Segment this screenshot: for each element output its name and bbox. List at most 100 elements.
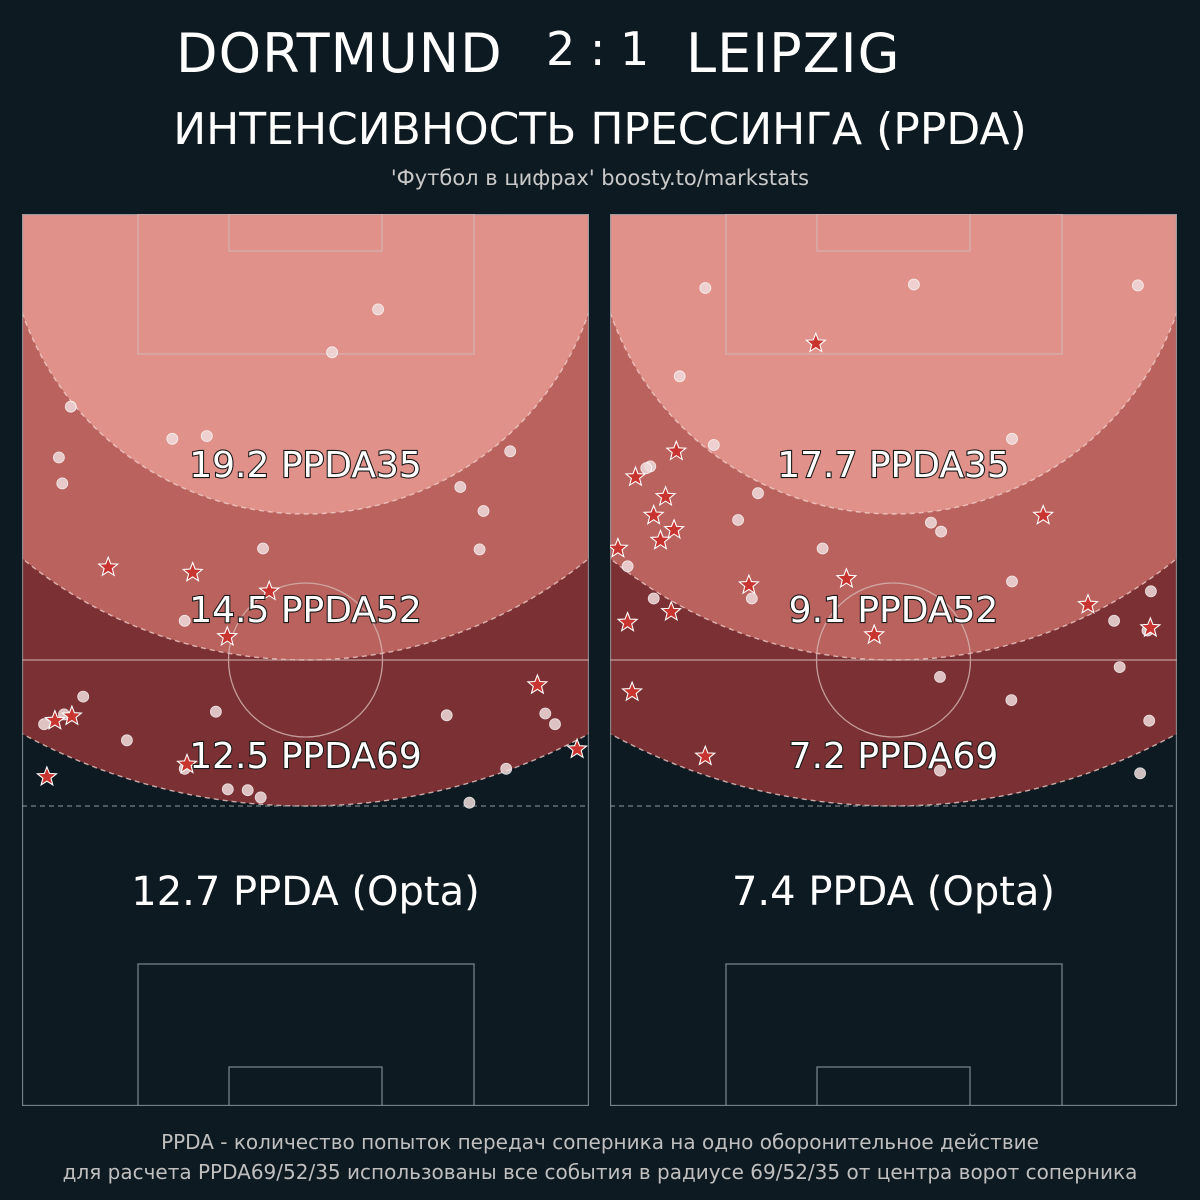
pass-point <box>707 439 720 451</box>
footnote-definition: PPDA - количество попыток передач соперн… <box>161 1130 1039 1154</box>
pass-point <box>1113 661 1126 674</box>
pass-point <box>241 784 254 797</box>
pass-point <box>121 734 133 747</box>
pass-point <box>504 445 517 458</box>
bottom-penalty-box <box>137 963 475 1106</box>
ppda35-label: 19.2 PPDA35 <box>189 445 422 486</box>
defensive-actions <box>35 555 589 787</box>
pass-point <box>463 796 476 809</box>
home-team-name: DORTMUND <box>176 22 503 85</box>
defensive-action-star <box>694 744 717 766</box>
pass-point <box>934 670 946 683</box>
defensive-action-star <box>649 528 672 550</box>
defensive-action-star <box>1077 593 1099 615</box>
pass-point <box>440 709 453 722</box>
pass-point <box>53 451 65 464</box>
ppda-opta-label: 12.7 PPDA (Opta) <box>131 869 479 915</box>
defensive-action-star <box>616 610 639 632</box>
defensive-action-star <box>863 623 886 645</box>
footnote-method: для расчета PPDA69/52/35 использованы вс… <box>62 1160 1138 1184</box>
pass-point <box>477 505 490 517</box>
centre-circle <box>815 582 972 738</box>
defensive-action-star <box>181 561 204 582</box>
pass-point <box>64 400 77 413</box>
zone-35 <box>22 214 589 514</box>
ppda52-label: 9.1 PPDA52 <box>789 590 999 631</box>
defensive-action-star <box>526 673 549 695</box>
pass-point <box>1132 279 1144 292</box>
pass-point <box>539 707 552 720</box>
pass-point <box>1145 585 1157 598</box>
pass-point <box>200 430 213 443</box>
top-penalty-box <box>725 214 1063 355</box>
centre-circle <box>227 582 384 738</box>
pass-point <box>647 592 660 605</box>
zone-35 <box>610 214 1177 514</box>
bottom-goal-area <box>816 1066 971 1106</box>
defensive-action-star <box>804 331 827 353</box>
pass-point <box>372 303 385 316</box>
defensive-action-star <box>610 536 629 558</box>
defensive-actions <box>610 331 1162 766</box>
pitch-panel-dortmund: 19.2 PPDA35 14.5 PPDA52 12.5 PPDA69 12.7 PP… <box>22 214 589 1106</box>
pass-point <box>77 690 90 703</box>
pass-points <box>38 303 561 809</box>
pass-point <box>816 542 829 555</box>
defensive-action-star <box>642 503 665 525</box>
pass-point <box>1108 614 1121 627</box>
zone-boundary-35 <box>22 309 589 515</box>
source-credit: 'Футбол в цифрах' boosty.to/markstats <box>390 166 810 190</box>
pass-point <box>673 370 686 383</box>
ppda35-label: 17.7 PPDA35 <box>777 445 1010 486</box>
pass-point <box>1006 432 1018 445</box>
zone-boundary-35 <box>610 309 1177 515</box>
pass-point <box>326 346 339 359</box>
pass-point <box>254 791 267 804</box>
defensive-action-star <box>35 765 58 787</box>
pass-point <box>209 705 222 718</box>
defensive-action-star <box>43 709 66 730</box>
ppda-opta-label: 7.4 PPDA (Opta) <box>732 869 1055 915</box>
defensive-action-star <box>258 579 281 601</box>
pass-point <box>745 592 758 605</box>
pass-point <box>752 487 764 500</box>
defensive-action-star <box>660 600 683 622</box>
pitch-lines <box>22 214 589 1106</box>
pass-point <box>549 718 561 731</box>
pass-point <box>935 525 948 538</box>
defensive-action-star <box>663 518 686 540</box>
defensive-action-star <box>176 752 198 774</box>
pass-point <box>1134 767 1146 780</box>
pass-point <box>907 278 920 291</box>
defensive-action-star <box>737 573 760 595</box>
pass-point <box>732 514 745 526</box>
pitch-panel-leipzig: 17.7 PPDA35 9.1 PPDA52 7.2 PPDA69 7.4 PPDA … <box>610 214 1177 1106</box>
defensive-action-star <box>654 485 677 507</box>
pass-point <box>934 764 946 777</box>
pass-point <box>38 718 51 731</box>
defensive-action-star <box>835 567 858 589</box>
pass-point <box>1143 714 1156 727</box>
pass-point <box>640 462 653 475</box>
top-goal-area <box>816 214 971 252</box>
pass-point <box>473 543 486 556</box>
pass-point <box>257 542 269 555</box>
defensive-action-star <box>621 680 644 702</box>
pass-point <box>166 432 179 445</box>
pass-point <box>699 282 712 294</box>
match-title: DORTMUND 2 : 1 LEIPZIG <box>0 22 1200 102</box>
defensive-action-star <box>665 439 688 461</box>
pass-point <box>178 614 191 627</box>
defensive-action-star <box>1032 503 1055 525</box>
ppda69-label: 7.2 PPDA69 <box>789 736 999 777</box>
defensive-action-star <box>566 737 589 759</box>
away-team-name: LEIPZIG <box>686 22 901 85</box>
pass-point <box>621 560 634 573</box>
pass-point <box>56 477 69 490</box>
pass-point <box>924 516 937 529</box>
defensive-action-star <box>216 625 239 647</box>
pitch-zones <box>610 214 1177 807</box>
pass-point <box>1005 694 1018 707</box>
defensive-action-star <box>624 465 647 487</box>
pitch-zones <box>22 214 589 807</box>
